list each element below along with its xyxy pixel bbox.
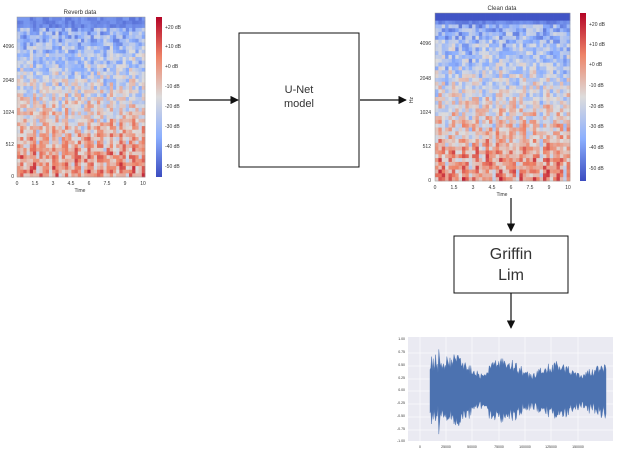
output-cbar-tick: -40 dB (589, 145, 604, 151)
input-xtick: 0 (16, 181, 19, 187)
input-xtick: 9 (124, 181, 127, 187)
output-spectrogram: Clean data 4096 2048 1024 512 0 Hz 0 1.5… (409, 6, 606, 198)
output-ylabel: Hz (409, 96, 415, 103)
waveform-signal (429, 349, 607, 435)
wave-ytick: -0.25 (397, 401, 405, 405)
output-spectrogram-title: Clean data (487, 6, 517, 12)
output-xtick: 9 (548, 185, 551, 191)
output-ytick-2048: 2048 (420, 76, 431, 82)
output-xtick: 4.5 (489, 185, 496, 191)
griffin-lim-box: Griffin Lim (453, 235, 569, 294)
output-ytick-512: 512 (423, 144, 432, 150)
griffin-label-line1: Griffin (490, 246, 532, 263)
output-xtick: 3 (472, 185, 475, 191)
input-xtick: 1.5 (32, 181, 39, 187)
wave-ytick: -0.75 (397, 427, 405, 431)
wave-ytick: 1.00 (398, 337, 405, 341)
wave-ytick: 0.50 (398, 363, 405, 367)
wave-ytick: -0.50 (397, 414, 405, 418)
input-xlabel: Time (75, 188, 86, 194)
unet-model-box: U-Net model (238, 32, 360, 168)
wave-xtick: 150000 (572, 445, 584, 449)
input-ytick-2048: 2048 (3, 78, 14, 84)
input-spectrogram: Reverb data 4096 2048 1024 512 0 0 1.5 3… (3, 10, 182, 194)
output-cbar-tick: +20 dB (589, 22, 606, 28)
input-ytick-4096: 4096 (3, 44, 14, 50)
unet-label-line1: U-Net (285, 84, 314, 96)
wave-xtick: 25000 (441, 445, 451, 449)
wave-ytick: -1.00 (397, 439, 405, 443)
output-cbar-tick: +0 dB (589, 62, 603, 68)
output-xtick: 10 (565, 185, 571, 191)
output-cbar-tick: -20 dB (589, 104, 604, 110)
input-cbar-tick: -40 dB (165, 144, 180, 150)
output-xtick: 6 (510, 185, 513, 191)
output-xtick: 0 (434, 185, 437, 191)
input-ytick-1024: 1024 (3, 110, 14, 116)
input-cbar-tick: -20 dB (165, 104, 180, 110)
input-spectrogram-heatmap (17, 17, 146, 178)
wave-xtick: 75000 (494, 445, 504, 449)
unet-label-line2: model (284, 98, 314, 110)
output-spectrogram-heatmap (435, 13, 571, 182)
input-xtick: 4.5 (68, 181, 75, 187)
output-ytick-0: 0 (428, 178, 431, 184)
input-cbar-tick: -10 dB (165, 84, 180, 90)
input-colorbar (156, 17, 162, 177)
output-ytick-1024: 1024 (420, 110, 431, 116)
input-cbar-tick: +20 dB (165, 25, 182, 31)
wave-xtick: 100000 (519, 445, 531, 449)
output-colorbar (580, 13, 586, 181)
output-cbar-tick: +10 dB (589, 42, 606, 48)
input-xtick: 7.5 (104, 181, 111, 187)
wave-xtick: 125000 (545, 445, 557, 449)
input-ytick-512: 512 (6, 142, 15, 148)
output-xlabel: Time (497, 192, 508, 198)
output-cbar-tick: -50 dB (589, 166, 604, 172)
wave-xtick: 0 (419, 445, 421, 449)
input-ytick-0: 0 (11, 174, 14, 180)
output-ytick-4096: 4096 (420, 41, 431, 47)
input-spectrogram-title: Reverb data (64, 10, 97, 16)
wave-ytick: 0.75 (398, 350, 405, 354)
input-xtick: 3 (52, 181, 55, 187)
input-xtick: 6 (88, 181, 91, 187)
input-cbar-tick: -50 dB (165, 164, 180, 170)
output-cbar-tick: -10 dB (589, 83, 604, 89)
waveform-plot: 1.00 0.75 0.50 0.25 0.00 -0.25 -0.50 -0.… (397, 337, 613, 449)
input-cbar-tick: +0 dB (165, 64, 179, 70)
output-xtick: 7.5 (527, 185, 534, 191)
wave-ytick: 0.25 (398, 376, 405, 380)
wave-ytick: 0.00 (398, 388, 405, 392)
input-cbar-tick: +10 dB (165, 44, 182, 50)
wave-xtick: 50000 (467, 445, 477, 449)
input-xtick: 10 (140, 181, 146, 187)
output-cbar-tick: -30 dB (589, 124, 604, 130)
input-cbar-tick: -30 dB (165, 124, 180, 130)
output-xtick: 1.5 (451, 185, 458, 191)
griffin-label-line2: Lim (498, 267, 524, 284)
